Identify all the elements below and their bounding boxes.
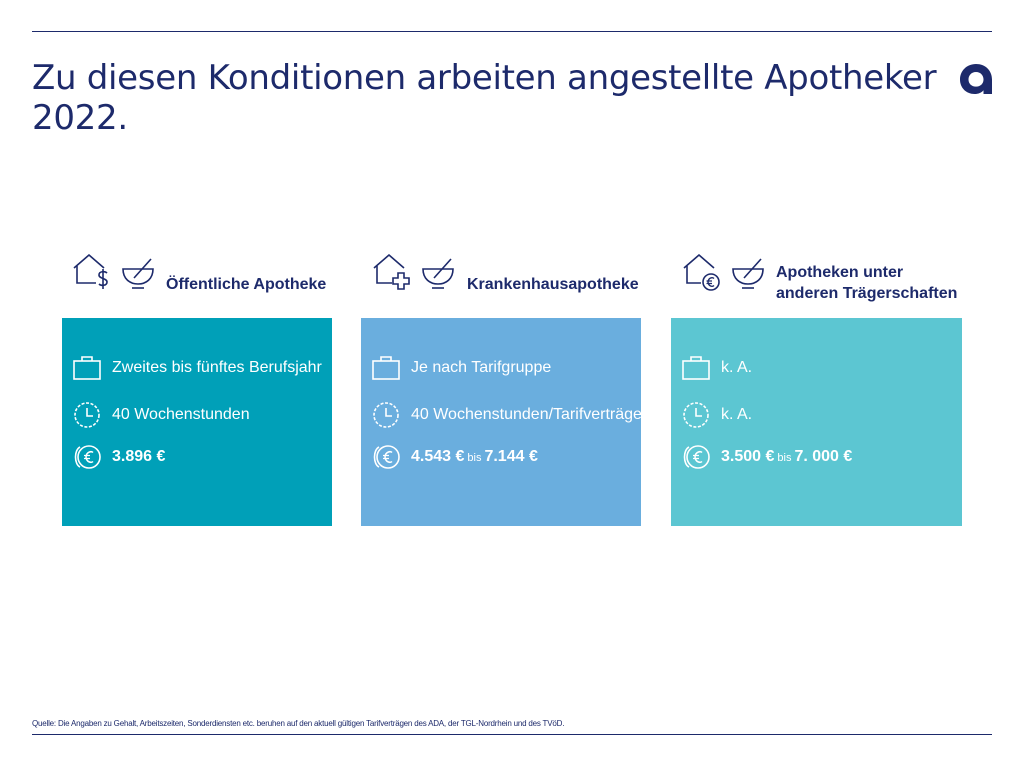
- column-title-line: Apotheken unter: [776, 264, 904, 281]
- top-rule: [32, 31, 992, 32]
- bottom-rule: [32, 734, 992, 735]
- salary-row: 3.896 €: [72, 444, 165, 470]
- experience-row: Je nach Tarifgruppe: [371, 355, 551, 381]
- salary-from: 3.500 €: [721, 448, 775, 465]
- experience-row: k. A.: [681, 355, 752, 381]
- mortar-pestle-icon: [732, 258, 765, 289]
- salary-to: 7. 000 €: [794, 448, 853, 465]
- clock-icon: [373, 402, 399, 428]
- conditions-card-krankenhausapotheke: Je nach Tarifgruppe 40 Wochenstunden/Tar…: [361, 318, 642, 526]
- briefcase-icon: [73, 356, 101, 380]
- clock-icon: [683, 402, 709, 428]
- page-title: Zu diesen Konditionen arbeiten angestell…: [32, 58, 937, 138]
- column-header-oeffentliche-apotheke: Öffentliche Apotheke: [72, 252, 342, 304]
- salary-row: 3.500 € bis 7. 000 €: [681, 444, 852, 470]
- column-header-andere-traegerschaften: Apotheken unter anderen Trägerschaften: [682, 252, 982, 304]
- column-title-line: anderen Trägerschaften: [776, 285, 958, 302]
- briefcase-icon: [682, 356, 710, 380]
- hours-value: k. A.: [721, 406, 753, 423]
- hours-value: 40 Wochenstunden: [112, 406, 250, 423]
- column-title: Krankenhausapotheke: [467, 274, 639, 295]
- experience-value: Je nach Tarifgruppe: [411, 359, 552, 376]
- experience-value: k. A.: [721, 359, 753, 376]
- euro-coins-icon: [373, 445, 400, 469]
- conditions-card-oeffentliche-apotheke: Zweites bis fünftes Berufsjahr 40 Wochen…: [62, 318, 332, 526]
- hours-row: k. A.: [681, 401, 752, 429]
- salary-value: 3.500 € bis 7. 000 €: [721, 448, 852, 466]
- hours-row: 40 Wochenstunden: [72, 401, 250, 429]
- salary-from: 3.896 €: [112, 448, 166, 465]
- salary-to: 7.144 €: [484, 448, 538, 465]
- source-footnote: Quelle: Die Angaben zu Gehalt, Arbeitsze…: [32, 719, 565, 728]
- experience-row: Zweites bis fünftes Berufsjahr: [72, 355, 322, 381]
- column-title-line: Öffentliche Apotheke: [166, 276, 327, 293]
- column-header-krankenhausapotheke: Krankenhausapotheke: [372, 252, 652, 304]
- salary-value: 4.543 € bis 7.144 €: [411, 448, 538, 466]
- salary-separator: bis: [467, 452, 482, 464]
- conditions-card-andere-traegerschaften: k. A. k. A. 3.500 € bis 7. 000 €: [671, 318, 962, 526]
- mortar-pestle-icon: [122, 258, 155, 289]
- briefcase-icon: [372, 356, 400, 380]
- clock-icon: [74, 402, 100, 428]
- house-euro-icon: [683, 253, 720, 291]
- hours-row: 40 Wochenstunden/Tarifverträge: [371, 401, 642, 429]
- salary-separator: bis: [777, 452, 792, 464]
- house-dollar-icon: [73, 253, 108, 289]
- house-cross-icon: [373, 253, 410, 290]
- experience-value: Zweites bis fünftes Berufsjahr: [112, 359, 322, 376]
- column-title-line: Krankenhausapotheke: [467, 276, 639, 293]
- salary-value: 3.896 €: [112, 448, 165, 466]
- euro-coins-icon: [74, 445, 101, 469]
- salary-row: 4.543 € bis 7.144 €: [371, 444, 538, 470]
- salary-from: 4.543 €: [411, 448, 465, 465]
- hours-value: 40 Wochenstunden/Tarifverträge: [411, 406, 642, 423]
- column-title: Apotheken unter anderen Trägerschaften: [776, 262, 957, 304]
- column-title: Öffentliche Apotheke: [166, 274, 326, 295]
- a-logo-icon: [960, 64, 992, 94]
- mortar-pestle-icon: [422, 258, 455, 289]
- euro-coins-icon: [683, 445, 710, 469]
